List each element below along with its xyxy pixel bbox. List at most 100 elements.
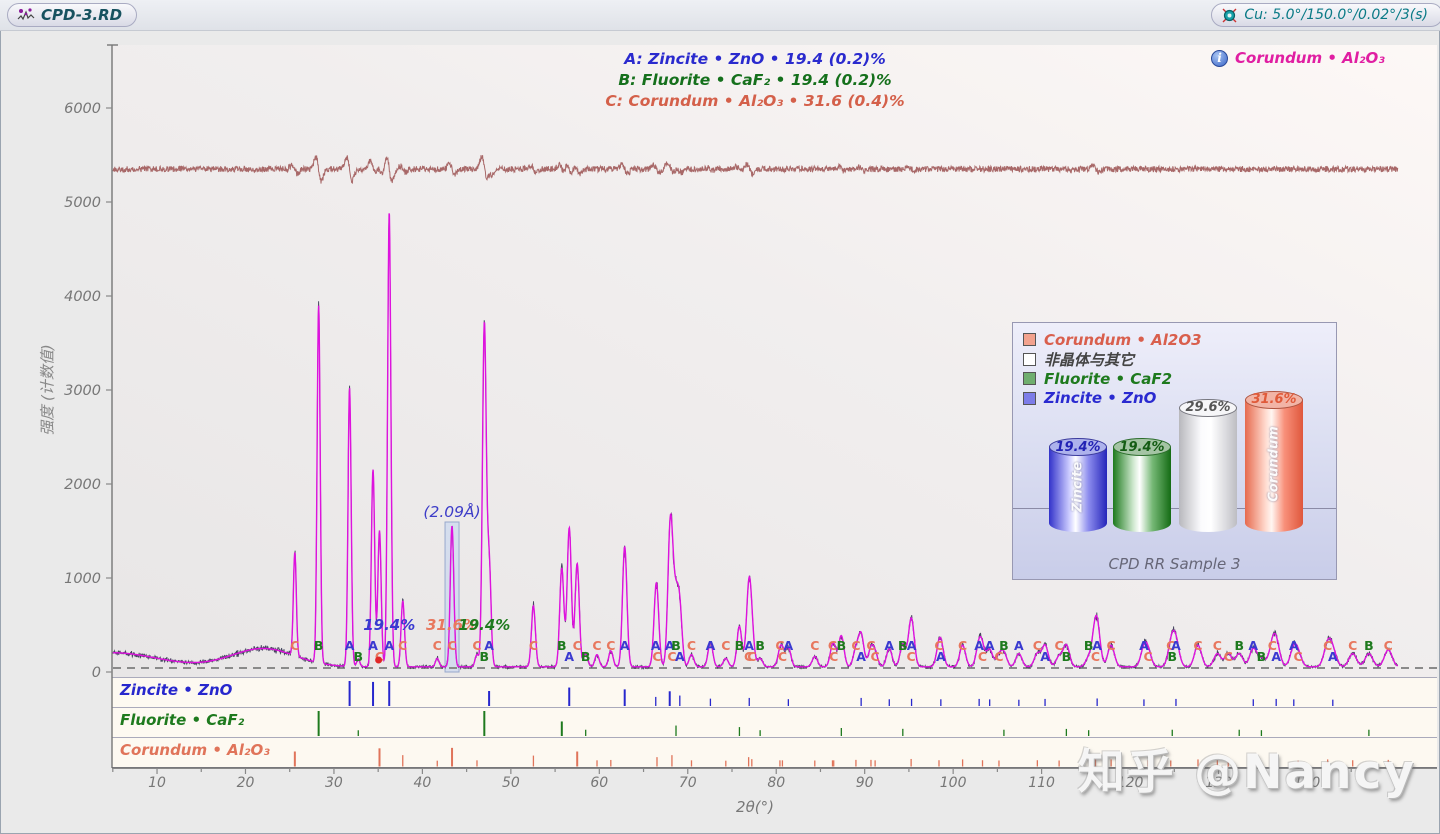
peak-letter-A: A — [675, 649, 685, 664]
peak-letter-B: B — [1234, 638, 1244, 653]
cylinder-ground-line — [1013, 508, 1336, 509]
peak-letter-A: A — [1248, 638, 1258, 653]
quantification-panel[interactable]: Corundum • Al2O3 非晶体与其它 Fluorite • CaF2 Zin… — [1012, 322, 1337, 580]
legend-swatch — [1023, 391, 1036, 405]
peak-letter-C: C — [778, 649, 787, 664]
peak-letter-C: C — [775, 638, 784, 653]
strip-label-zincite[interactable]: Zincite • ZnO — [120, 681, 233, 699]
legend-item[interactable]: Fluorite • CaF2 — [1023, 369, 1202, 389]
x-tick-label: 130 — [1205, 775, 1232, 791]
peak-letter-A: A — [856, 649, 866, 664]
peak-letter-A: A — [907, 638, 917, 653]
peak-letter-C: C — [573, 638, 582, 653]
legend-item-label: 非晶体与其它 — [1044, 350, 1135, 369]
peak-letter-A: A — [706, 638, 716, 653]
strip-label-corundum[interactable]: Corundum • Al₂O₃ — [120, 741, 270, 759]
peak-letter-A: A — [1014, 638, 1024, 653]
legend-swatch — [1023, 352, 1036, 366]
legend-swatch — [1023, 333, 1036, 347]
peak-letter-B: B — [1364, 638, 1374, 653]
calculated-trace — [112, 213, 1399, 668]
peak-letter-A: A — [744, 638, 754, 653]
peak-letter-C: C — [810, 638, 819, 653]
phase-summary-line: C: Corundum • Al₂O₃ • 31.6 (0.4)% — [605, 92, 905, 110]
peak-letter-B: B — [837, 638, 847, 653]
peak-marker-dot — [375, 656, 383, 664]
peak-letter-C: C — [1323, 638, 1332, 653]
x-tick-label: 80 — [767, 775, 785, 791]
cylinder-body — [1245, 399, 1303, 523]
legend-item-label: Zincite • ZnO — [1044, 389, 1157, 408]
x-tick-label: 120 — [1117, 775, 1144, 791]
info-icon[interactable]: i — [1211, 49, 1228, 67]
phase-summary-line: A: Zincite • ZnO • 19.4 (0.2)% — [624, 50, 886, 68]
strip-zincite[interactable] — [112, 677, 1437, 707]
peak-letter-C: C — [994, 649, 1003, 664]
legend-item[interactable]: Corundum • Al2O3 — [1023, 330, 1202, 350]
peak-letter-C: C — [1294, 649, 1303, 664]
peak-letter-C: C — [529, 638, 538, 653]
strip-corundum[interactable] — [112, 737, 1437, 768]
peak-letter-B: B — [1257, 649, 1267, 664]
peak-letter-A: A — [665, 638, 675, 653]
document-tab[interactable]: CPD-3.RD — [7, 3, 138, 27]
selected-phase-readout[interactable]: i Corundum • Al₂O₃ — [1211, 49, 1385, 67]
peak-letter-B: B — [557, 638, 567, 653]
peak-letter-C: C — [290, 638, 299, 653]
peak-letter-C: C — [1193, 638, 1202, 653]
peak-letter-A: A — [1139, 638, 1149, 653]
peak-letter-B: B — [1062, 649, 1072, 664]
difference-trace — [112, 155, 1399, 184]
peak-letter-C: C — [687, 638, 696, 653]
y-tick-label: 3000 — [64, 383, 101, 399]
cylinder-percent-label: 19.4% — [1049, 438, 1107, 457]
scan-settings-chip[interactable]: Cu: 5.0°/150.0°/0.02°/3(s) — [1211, 3, 1440, 27]
peak-letter-A: A — [651, 638, 661, 653]
legend-item[interactable]: 非晶体与其它 — [1023, 350, 1202, 370]
quantity-cylinder-zincite: 19.4% Zincite — [1049, 438, 1107, 532]
peak-letter-A: A — [1171, 638, 1181, 653]
peak-letter-C: C — [934, 638, 943, 653]
quantity-cylinder-white: 29.6% — [1179, 398, 1237, 532]
peak-letter-A: A — [368, 638, 378, 653]
phase-summary: A: Zincite • ZnO • 19.4 (0.2)% B: Fluorit… — [495, 49, 1015, 112]
peak-letter-A: A — [384, 638, 394, 653]
x-tick-label: 20 — [237, 775, 255, 791]
peak-letter-C: C — [652, 649, 661, 664]
y-tick-label: 1000 — [64, 571, 101, 587]
xray-tube-icon — [1222, 8, 1237, 22]
peak-letter-A: A — [884, 638, 894, 653]
x-tick-label: 60 — [590, 775, 608, 791]
quantity-cylinder-corundum: 31.6% Corundum — [1245, 390, 1303, 532]
peak-letter-B: B — [1084, 638, 1094, 653]
selected-phase-label: Corundum • Al₂O₃ — [1235, 49, 1385, 67]
strip-fluorite[interactable] — [112, 707, 1437, 737]
pattern-icon — [17, 8, 35, 21]
peak-letter-C: C — [871, 649, 880, 664]
legend-item[interactable]: Zincite • ZnO — [1023, 389, 1202, 409]
peak-letter-C: C — [744, 649, 753, 664]
document-title: CPD-3.RD — [41, 6, 123, 24]
d-spacing-annotation: (2.09Å) — [423, 502, 480, 521]
peak-letter-B: B — [999, 638, 1009, 653]
peak-letter-A: A — [936, 649, 946, 664]
x-tick-label: 30 — [325, 775, 343, 791]
scan-settings-text: Cu: 5.0°/150.0°/0.02°/3(s) — [1244, 7, 1428, 23]
peak-letter-C: C — [851, 638, 860, 653]
peak-percent-label: 19.4% — [458, 616, 510, 634]
peak-letter-C: C — [1144, 649, 1153, 664]
strip-label-fluorite[interactable]: Fluorite • CaF₂ — [120, 711, 245, 729]
peak-letter-C: C — [829, 649, 838, 664]
peak-letter-C: C — [592, 638, 601, 653]
cylinder-body — [1179, 407, 1237, 523]
y-tick-label: 6000 — [64, 101, 101, 117]
y-tick-label: 5000 — [64, 195, 101, 211]
quantity-cylinder-green: 19.4% — [1113, 438, 1171, 532]
peak-letter-B: B — [898, 638, 908, 653]
x-tick-label: 90 — [856, 775, 874, 791]
cylinder-percent-label: 29.6% — [1179, 398, 1237, 417]
peak-letter-A: A — [345, 638, 355, 653]
peak-letter-B: B — [1167, 649, 1177, 664]
peak-letter-C: C — [1033, 638, 1042, 653]
